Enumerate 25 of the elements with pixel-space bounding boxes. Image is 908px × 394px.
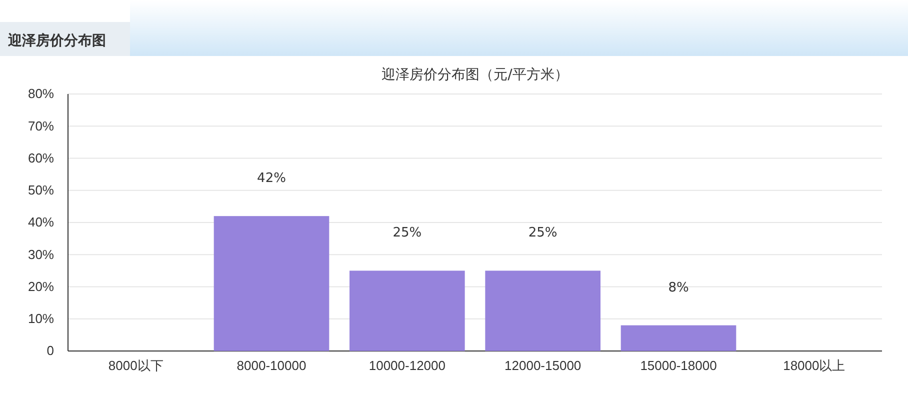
y-tick-label: 50% bbox=[28, 182, 54, 198]
x-tick-label: 8000-10000 bbox=[236, 358, 306, 374]
y-tick-label: 40% bbox=[28, 214, 54, 230]
y-tick-label: 20% bbox=[28, 278, 54, 294]
y-tick-label: 0 bbox=[46, 343, 54, 358]
bar bbox=[214, 216, 330, 351]
data-label: 25% bbox=[392, 226, 422, 241]
data-label: 42% bbox=[257, 171, 286, 186]
data-label: 8% bbox=[668, 280, 689, 296]
data-label: 25% bbox=[528, 226, 558, 241]
chart-subtitle: 迎泽房价分布图（元/平方米） bbox=[382, 67, 568, 83]
x-tick-label: 10000-12000 bbox=[368, 358, 446, 374]
y-tick-label: 70% bbox=[28, 118, 54, 134]
bar bbox=[620, 325, 736, 351]
chart-title: 迎泽房价分布图 bbox=[7, 32, 106, 49]
x-tick-label: 12000-15000 bbox=[504, 358, 582, 374]
x-tick-label: 8000以下 bbox=[108, 358, 164, 374]
y-tick-label: 30% bbox=[28, 246, 54, 262]
x-tick-label: 18000以上 bbox=[783, 358, 846, 374]
bar bbox=[350, 270, 465, 351]
y-tick-label: 60% bbox=[28, 150, 54, 166]
y-tick-label: 80% bbox=[28, 86, 54, 102]
x-tick-label: 15000-18000 bbox=[640, 358, 717, 374]
y-tick-label: 10% bbox=[28, 311, 54, 326]
bar bbox=[485, 270, 600, 351]
